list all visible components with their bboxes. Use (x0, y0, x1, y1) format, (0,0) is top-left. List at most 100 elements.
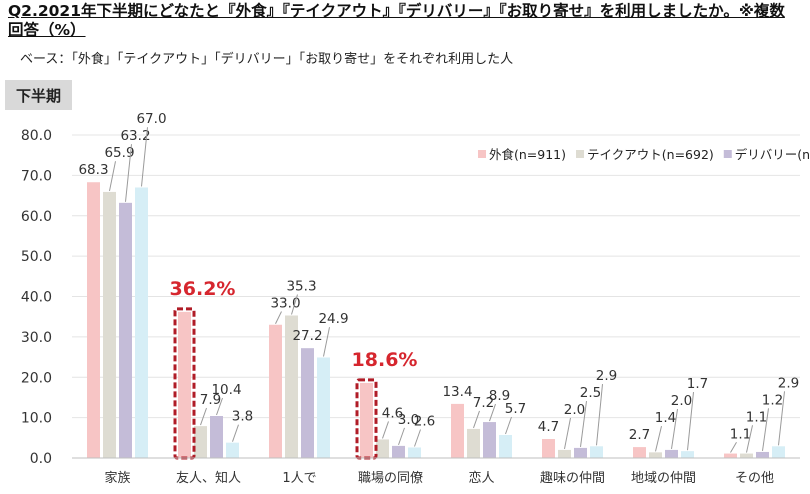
leader-line (323, 327, 330, 357)
x-tick-label: 職場の同僚 (358, 471, 423, 486)
y-tick-label: 30.0 (21, 330, 52, 346)
y-tick-label: 40.0 (21, 290, 52, 306)
data-label: 68.3 (78, 162, 108, 178)
bar (740, 453, 753, 458)
bar (408, 447, 421, 458)
y-tick-label: 50.0 (21, 249, 52, 265)
data-label: 7.9 (200, 392, 221, 408)
bar (269, 324, 282, 458)
legend-label: 外食(n=911) (489, 147, 566, 162)
bar (103, 191, 116, 458)
bar (210, 416, 223, 458)
bar (542, 439, 555, 458)
data-label: 2.9 (596, 368, 617, 384)
period-badge: 下半期 (5, 80, 72, 110)
data-label: 7.2 (473, 395, 494, 411)
leader-line (730, 442, 737, 453)
data-label: 2.6 (414, 414, 435, 430)
leader-line (596, 383, 603, 446)
data-label: 63.2 (120, 128, 150, 144)
data-label: 1.1 (730, 426, 751, 442)
leader-line (746, 425, 753, 453)
legend-swatch (576, 150, 585, 158)
leader-line (275, 311, 282, 324)
data-label: 2.5 (580, 385, 601, 401)
bar (681, 451, 694, 458)
data-label: 65.9 (104, 145, 134, 161)
bar (194, 426, 207, 458)
leader-line (505, 416, 512, 435)
x-tick-label: 家族 (104, 470, 130, 486)
x-tick-label: 趣味の仲間 (540, 471, 605, 486)
data-label: 1.1 (746, 409, 767, 425)
leader-line (291, 294, 298, 315)
y-tick-label: 70.0 (21, 168, 52, 184)
bar (665, 449, 678, 458)
data-label: 24.9 (318, 311, 348, 327)
leader-line (762, 408, 769, 452)
bar (376, 439, 389, 458)
data-label: 1.7 (687, 376, 708, 392)
leader-line (109, 161, 116, 192)
data-label: 67.0 (136, 111, 166, 127)
bar (285, 315, 298, 458)
y-tick-label: 20.0 (21, 370, 52, 386)
leader-line (671, 409, 678, 449)
bar (301, 348, 314, 458)
bar (87, 182, 100, 458)
x-tick-label: その他 (735, 471, 774, 486)
bar (178, 311, 191, 458)
bar (226, 442, 239, 458)
x-tick-label: 地域の仲間 (631, 471, 696, 486)
highlight-label: 36.2% (170, 278, 236, 300)
leader-line (778, 391, 785, 446)
leader-line (580, 400, 587, 447)
legend-swatch (723, 150, 732, 158)
data-label: 4.7 (538, 419, 559, 435)
legend-label: テイクアウト(n=692) (587, 147, 714, 162)
bar-layer (87, 182, 785, 460)
bar (724, 453, 737, 458)
bar (119, 202, 132, 458)
bar (756, 451, 769, 458)
grid-layer (72, 134, 800, 419)
bar (317, 357, 330, 458)
data-label: 2.0 (564, 402, 585, 418)
bar (451, 403, 464, 458)
leader-line (398, 427, 405, 446)
data-label: 5.7 (505, 401, 526, 417)
leader-line (414, 429, 421, 447)
y-tick-label: 60.0 (21, 209, 52, 225)
y-tick-label: 0.0 (30, 451, 52, 467)
data-label: 1.2 (762, 392, 783, 408)
bar (772, 446, 785, 458)
data-label: 2.0 (671, 393, 692, 409)
bar (499, 434, 512, 458)
leader-line (489, 403, 496, 422)
label-layer: 68.365.963.267.0 36.2% 7.910.4 3.8 33.035.3 2… (78, 111, 799, 453)
highlight-label: 18.6% (352, 349, 418, 371)
legend: 外食(n=911)テイクアウト(n=692)デリバリー(n=405)お取り寄せ(… (478, 147, 810, 162)
leader-line (141, 127, 148, 187)
bar (360, 382, 373, 458)
data-label: 8.9 (489, 388, 510, 404)
bar (633, 447, 646, 458)
bar (574, 447, 587, 458)
leader-line (687, 392, 694, 451)
data-label: 4.6 (382, 405, 403, 421)
question-title: Q2.2021年下半期にどなたと『外食』『テイクアウト』『デリバリー』『お取り寄… (8, 2, 785, 39)
data-label: 27.2 (292, 328, 322, 344)
data-label: 35.3 (286, 278, 316, 294)
data-label: 1.4 (655, 410, 676, 426)
legend-label: デリバリー(n=405) (735, 147, 810, 162)
y-tick-label: 80.0 (21, 128, 52, 144)
bar (392, 445, 405, 458)
leader-line (382, 421, 389, 439)
bar (467, 428, 480, 458)
leader-line (655, 425, 662, 452)
bar (649, 452, 662, 458)
leader-line (200, 407, 207, 426)
x-tick-label: 1人で (282, 471, 316, 486)
leader-line (216, 397, 223, 416)
